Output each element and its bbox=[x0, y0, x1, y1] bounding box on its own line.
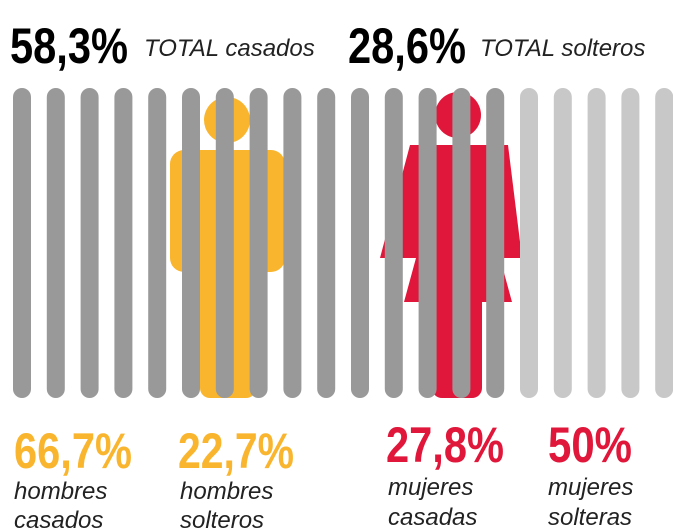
bar bbox=[182, 88, 200, 398]
bar bbox=[249, 88, 268, 398]
bar bbox=[80, 88, 99, 398]
stat-value: 66,7% bbox=[14, 423, 132, 479]
stat-value: 50% bbox=[548, 417, 632, 473]
bar bbox=[553, 88, 572, 398]
stat-label: solteras bbox=[548, 504, 632, 531]
stat-label: hombres bbox=[14, 478, 107, 505]
bar bbox=[148, 88, 167, 398]
bar bbox=[351, 88, 369, 398]
stat-label: mujeres bbox=[388, 474, 473, 501]
bar bbox=[283, 88, 302, 398]
total-label: TOTAL solteros bbox=[480, 35, 645, 62]
bar bbox=[13, 88, 31, 398]
bar bbox=[520, 88, 538, 398]
stat-label: mujeres bbox=[548, 474, 633, 501]
bar bbox=[317, 88, 336, 398]
stat-value: 22,7% bbox=[178, 423, 294, 479]
bar bbox=[486, 88, 505, 398]
stat-label: casadas bbox=[388, 504, 477, 531]
stat-label: solteros bbox=[180, 507, 264, 531]
stat-label: hombres bbox=[180, 478, 273, 505]
stat-value: 27,8% bbox=[386, 417, 504, 473]
stat-label: casados bbox=[14, 507, 103, 531]
bar bbox=[452, 88, 471, 398]
bar bbox=[114, 88, 133, 398]
bar bbox=[215, 88, 234, 398]
bar bbox=[384, 88, 403, 398]
total-value: 28,6% bbox=[348, 18, 466, 74]
total-label: TOTAL casados bbox=[144, 35, 315, 62]
total-value: 58,3% bbox=[10, 18, 128, 74]
bar bbox=[655, 88, 673, 398]
bar bbox=[418, 88, 437, 398]
bar bbox=[587, 88, 606, 398]
bar bbox=[46, 88, 65, 398]
bar bbox=[621, 88, 640, 398]
bars bbox=[13, 88, 673, 398]
